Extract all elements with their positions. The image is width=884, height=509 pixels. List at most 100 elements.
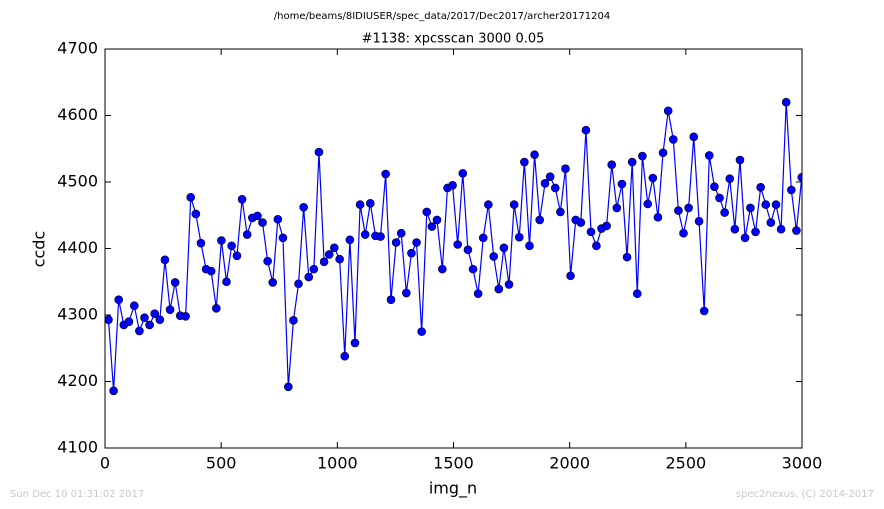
data-point (509, 200, 519, 209)
data-point (242, 230, 252, 239)
x-tick-label: 0 (100, 454, 110, 473)
data-point (627, 157, 637, 167)
data-point (222, 277, 231, 287)
data-point (391, 238, 401, 247)
data-point (427, 222, 437, 231)
data-point (556, 207, 565, 217)
data-point (771, 200, 781, 209)
data-point (340, 351, 350, 361)
data-point (181, 312, 190, 321)
y-tick-label: 4300 (57, 305, 98, 324)
x-tick-label: 1000 (317, 454, 358, 473)
data-point (458, 169, 468, 178)
y-tick-label: 4400 (57, 238, 98, 257)
data-point (273, 214, 283, 224)
x-tick-label: 500 (206, 454, 237, 473)
data-point (478, 233, 488, 243)
data-point (304, 272, 314, 282)
data-point (463, 245, 473, 255)
data-point (756, 183, 765, 192)
data-point (376, 232, 385, 241)
data-point (504, 280, 514, 289)
data-point (165, 305, 175, 314)
data-point (761, 200, 771, 209)
data-point (350, 338, 360, 348)
data-point (407, 248, 416, 258)
data-point (710, 182, 719, 191)
data-point (150, 309, 160, 318)
data-point (109, 386, 118, 396)
footer-credit: spec2nexus, (C) 2014-2017 (736, 489, 874, 500)
data-point (550, 183, 560, 193)
data-point (381, 169, 390, 179)
data-point (632, 289, 642, 299)
data-point (499, 243, 509, 253)
data-point (684, 203, 693, 213)
data-point (232, 251, 242, 261)
y-tick-label: 4600 (57, 105, 98, 124)
data-point (105, 315, 113, 324)
data-point (366, 198, 375, 208)
data-point (520, 157, 529, 167)
data-point (735, 155, 745, 165)
y-tick-label: 4200 (57, 371, 98, 390)
data-point (653, 212, 663, 222)
data-point (417, 327, 426, 336)
data-point (643, 199, 653, 209)
data-point (145, 320, 154, 330)
data-point (648, 173, 658, 183)
data-point (525, 241, 534, 251)
data-point (284, 382, 293, 392)
data-point (448, 181, 457, 190)
data-point (602, 221, 611, 231)
axes-frame (104, 48, 803, 449)
data-point (186, 192, 196, 202)
data-point (658, 148, 668, 158)
data-point (206, 266, 216, 276)
data-point (155, 315, 165, 324)
data-point (679, 228, 688, 238)
y-tick-label: 4100 (57, 438, 98, 457)
data-point (319, 257, 329, 267)
data-point (730, 224, 740, 234)
data-point (715, 193, 724, 203)
y-tick-label: 4700 (57, 39, 98, 58)
data-point (561, 164, 570, 173)
data-point (746, 203, 755, 213)
data-point (412, 238, 421, 247)
data-point (781, 97, 791, 107)
data-point (135, 326, 144, 336)
data-point (694, 216, 704, 226)
data-point (545, 172, 555, 181)
data-point (263, 256, 272, 266)
data-point (530, 150, 539, 160)
data-point (484, 200, 493, 209)
y-axis-label: ccdc (30, 231, 49, 268)
x-axis-label: img_n (429, 479, 477, 499)
data-point (612, 203, 622, 213)
data-point (330, 243, 339, 253)
x-tick-label: 3000 (782, 454, 823, 473)
x-tick-label: 1500 (433, 454, 474, 473)
data-point (191, 209, 201, 219)
data-point (489, 252, 498, 261)
data-point (586, 227, 596, 237)
data-point (704, 151, 714, 160)
data-point (453, 240, 462, 249)
suptitle: /home/beams/8IDIUSER/spec_data/2017/Dec2… (274, 11, 610, 22)
data-point (217, 236, 226, 245)
data-point (607, 160, 617, 170)
data-point (170, 278, 180, 287)
data-point (792, 226, 801, 235)
data-point (592, 241, 601, 251)
data-point (253, 211, 262, 221)
data-point (581, 125, 591, 135)
data-point (324, 250, 334, 259)
data-point (473, 289, 483, 299)
data-point (617, 179, 627, 189)
data-point (129, 301, 139, 310)
data-point (787, 185, 796, 195)
data-point (268, 278, 278, 287)
data-point (720, 208, 729, 217)
